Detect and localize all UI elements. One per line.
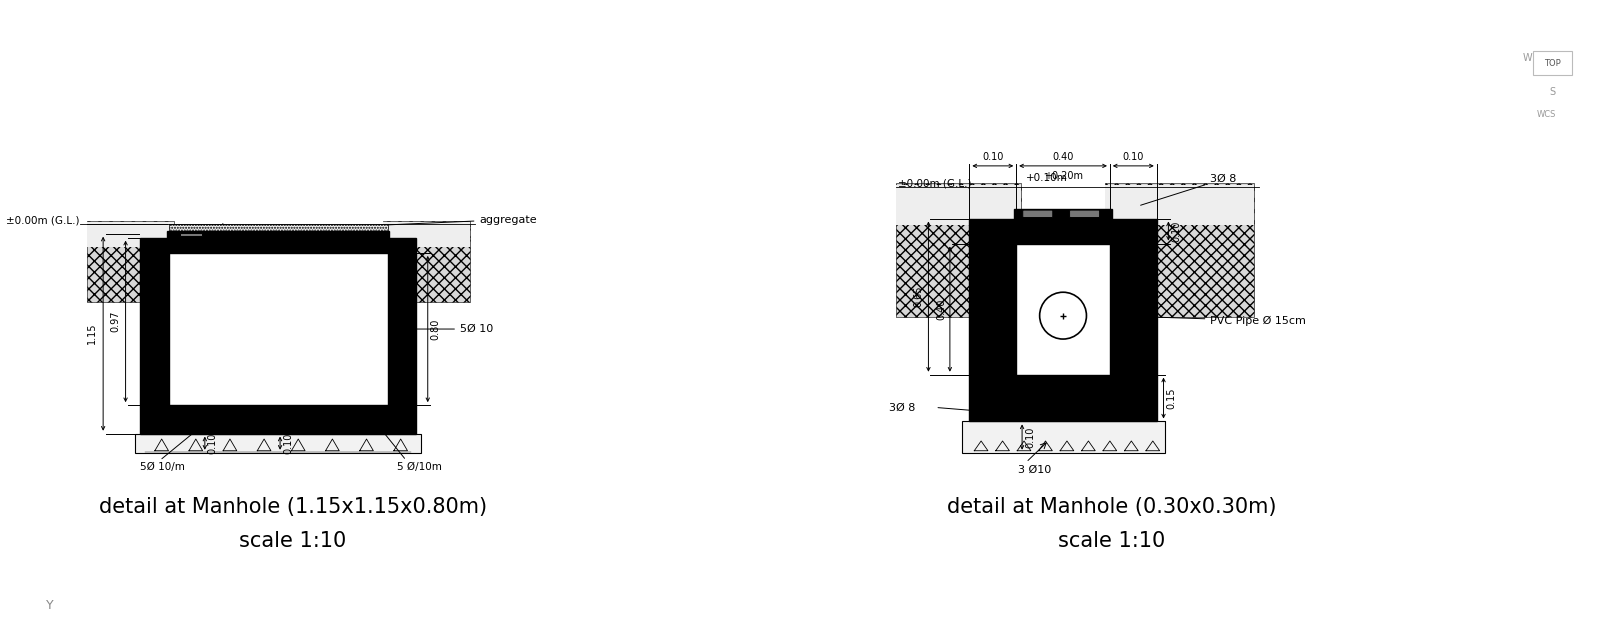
Text: 0.15: 0.15 [144,315,165,325]
Bar [962,422,1165,453]
Text: 0.42: 0.42 [1026,298,1035,320]
Text: 0.15: 0.15 [1166,387,1176,409]
Text: 0.15: 0.15 [390,315,413,325]
FancyBboxPatch shape [1022,210,1053,217]
Bar [382,222,470,247]
Text: 5Ø 10/m: 5Ø 10/m [141,462,186,472]
Text: 0.10: 0.10 [283,433,293,454]
Text: ±0.00m (G.L.): ±0.00m (G.L.) [898,178,971,188]
Bar [168,238,387,253]
Text: 0.80: 0.80 [430,319,440,340]
Text: 0.15: 0.15 [982,282,1003,292]
Bar [86,221,174,303]
Bar [1014,208,1112,219]
Text: Y: Y [45,599,53,612]
Text: 0.10: 0.10 [982,152,1003,162]
Bar [896,185,1021,225]
Bar [181,233,202,237]
Bar [1106,185,1254,225]
Text: 0.08: 0.08 [208,235,218,256]
Text: 0.40: 0.40 [936,299,946,320]
Text: 0.97: 0.97 [110,311,120,332]
Text: 0.07: 0.07 [222,221,232,242]
Bar [970,219,1016,374]
Text: 3 Ø10: 3 Ø10 [1018,464,1051,474]
Text: W: W [1523,53,1533,63]
Text: 1.15: 1.15 [267,315,290,325]
Text: 1.15: 1.15 [88,323,98,344]
Text: aggregate: aggregate [282,215,538,229]
Bar [86,222,174,247]
Bar [1016,219,1110,244]
Text: PVC Pipe Ø 15cm: PVC Pipe Ø 15cm [1112,315,1306,326]
Text: 5 Ø/10m: 5 Ø/10m [397,462,442,472]
Text: 0.30: 0.30 [1053,282,1074,292]
Bar [1533,51,1573,75]
Bar [141,405,416,434]
Bar [166,231,389,238]
Text: 0.10: 0.10 [208,433,218,454]
Bar [896,183,1021,317]
Text: TOP: TOP [1544,59,1562,68]
Bar [387,238,416,405]
FancyBboxPatch shape [1069,210,1099,217]
Text: ±0.00m (G.L.): ±0.00m (G.L.) [6,215,80,226]
Bar [1106,183,1254,317]
Text: detail at Manhole (1.15x1.15x0.80m): detail at Manhole (1.15x1.15x0.80m) [99,497,486,517]
Bar [141,238,168,405]
Circle shape [1040,292,1086,339]
Text: 0.08: 0.08 [1066,221,1075,242]
Text: 3Ø 8: 3Ø 8 [890,403,915,412]
Text: S: S [1550,87,1555,97]
Text: 0.10: 0.10 [1171,221,1181,242]
Bar [1016,244,1110,374]
Text: 0.10: 0.10 [1026,426,1035,448]
Text: 0.10: 0.10 [1123,152,1144,162]
Text: scale 1:10: scale 1:10 [238,531,346,551]
Bar [970,374,1157,422]
Bar [1110,219,1157,374]
Text: detail at Manhole (0.30x0.30m): detail at Manhole (0.30x0.30m) [947,497,1277,517]
Text: 3Ø 8: 3Ø 8 [1141,174,1237,205]
Text: 0.65: 0.65 [914,286,923,307]
Text: 5Ø 10: 5Ø 10 [405,324,493,334]
Text: scale 1:10: scale 1:10 [1058,531,1165,551]
Text: +0.20m: +0.20m [1043,171,1083,181]
Bar [168,224,387,238]
Bar [168,253,387,405]
Text: 0.40: 0.40 [1053,152,1074,162]
Text: +0.10m: +0.10m [1026,172,1067,183]
Bar [382,221,470,303]
Text: 0.15: 0.15 [283,409,293,430]
Bar [136,434,421,453]
Text: 0.15: 0.15 [1123,282,1144,292]
Text: WCS: WCS [1536,110,1555,119]
